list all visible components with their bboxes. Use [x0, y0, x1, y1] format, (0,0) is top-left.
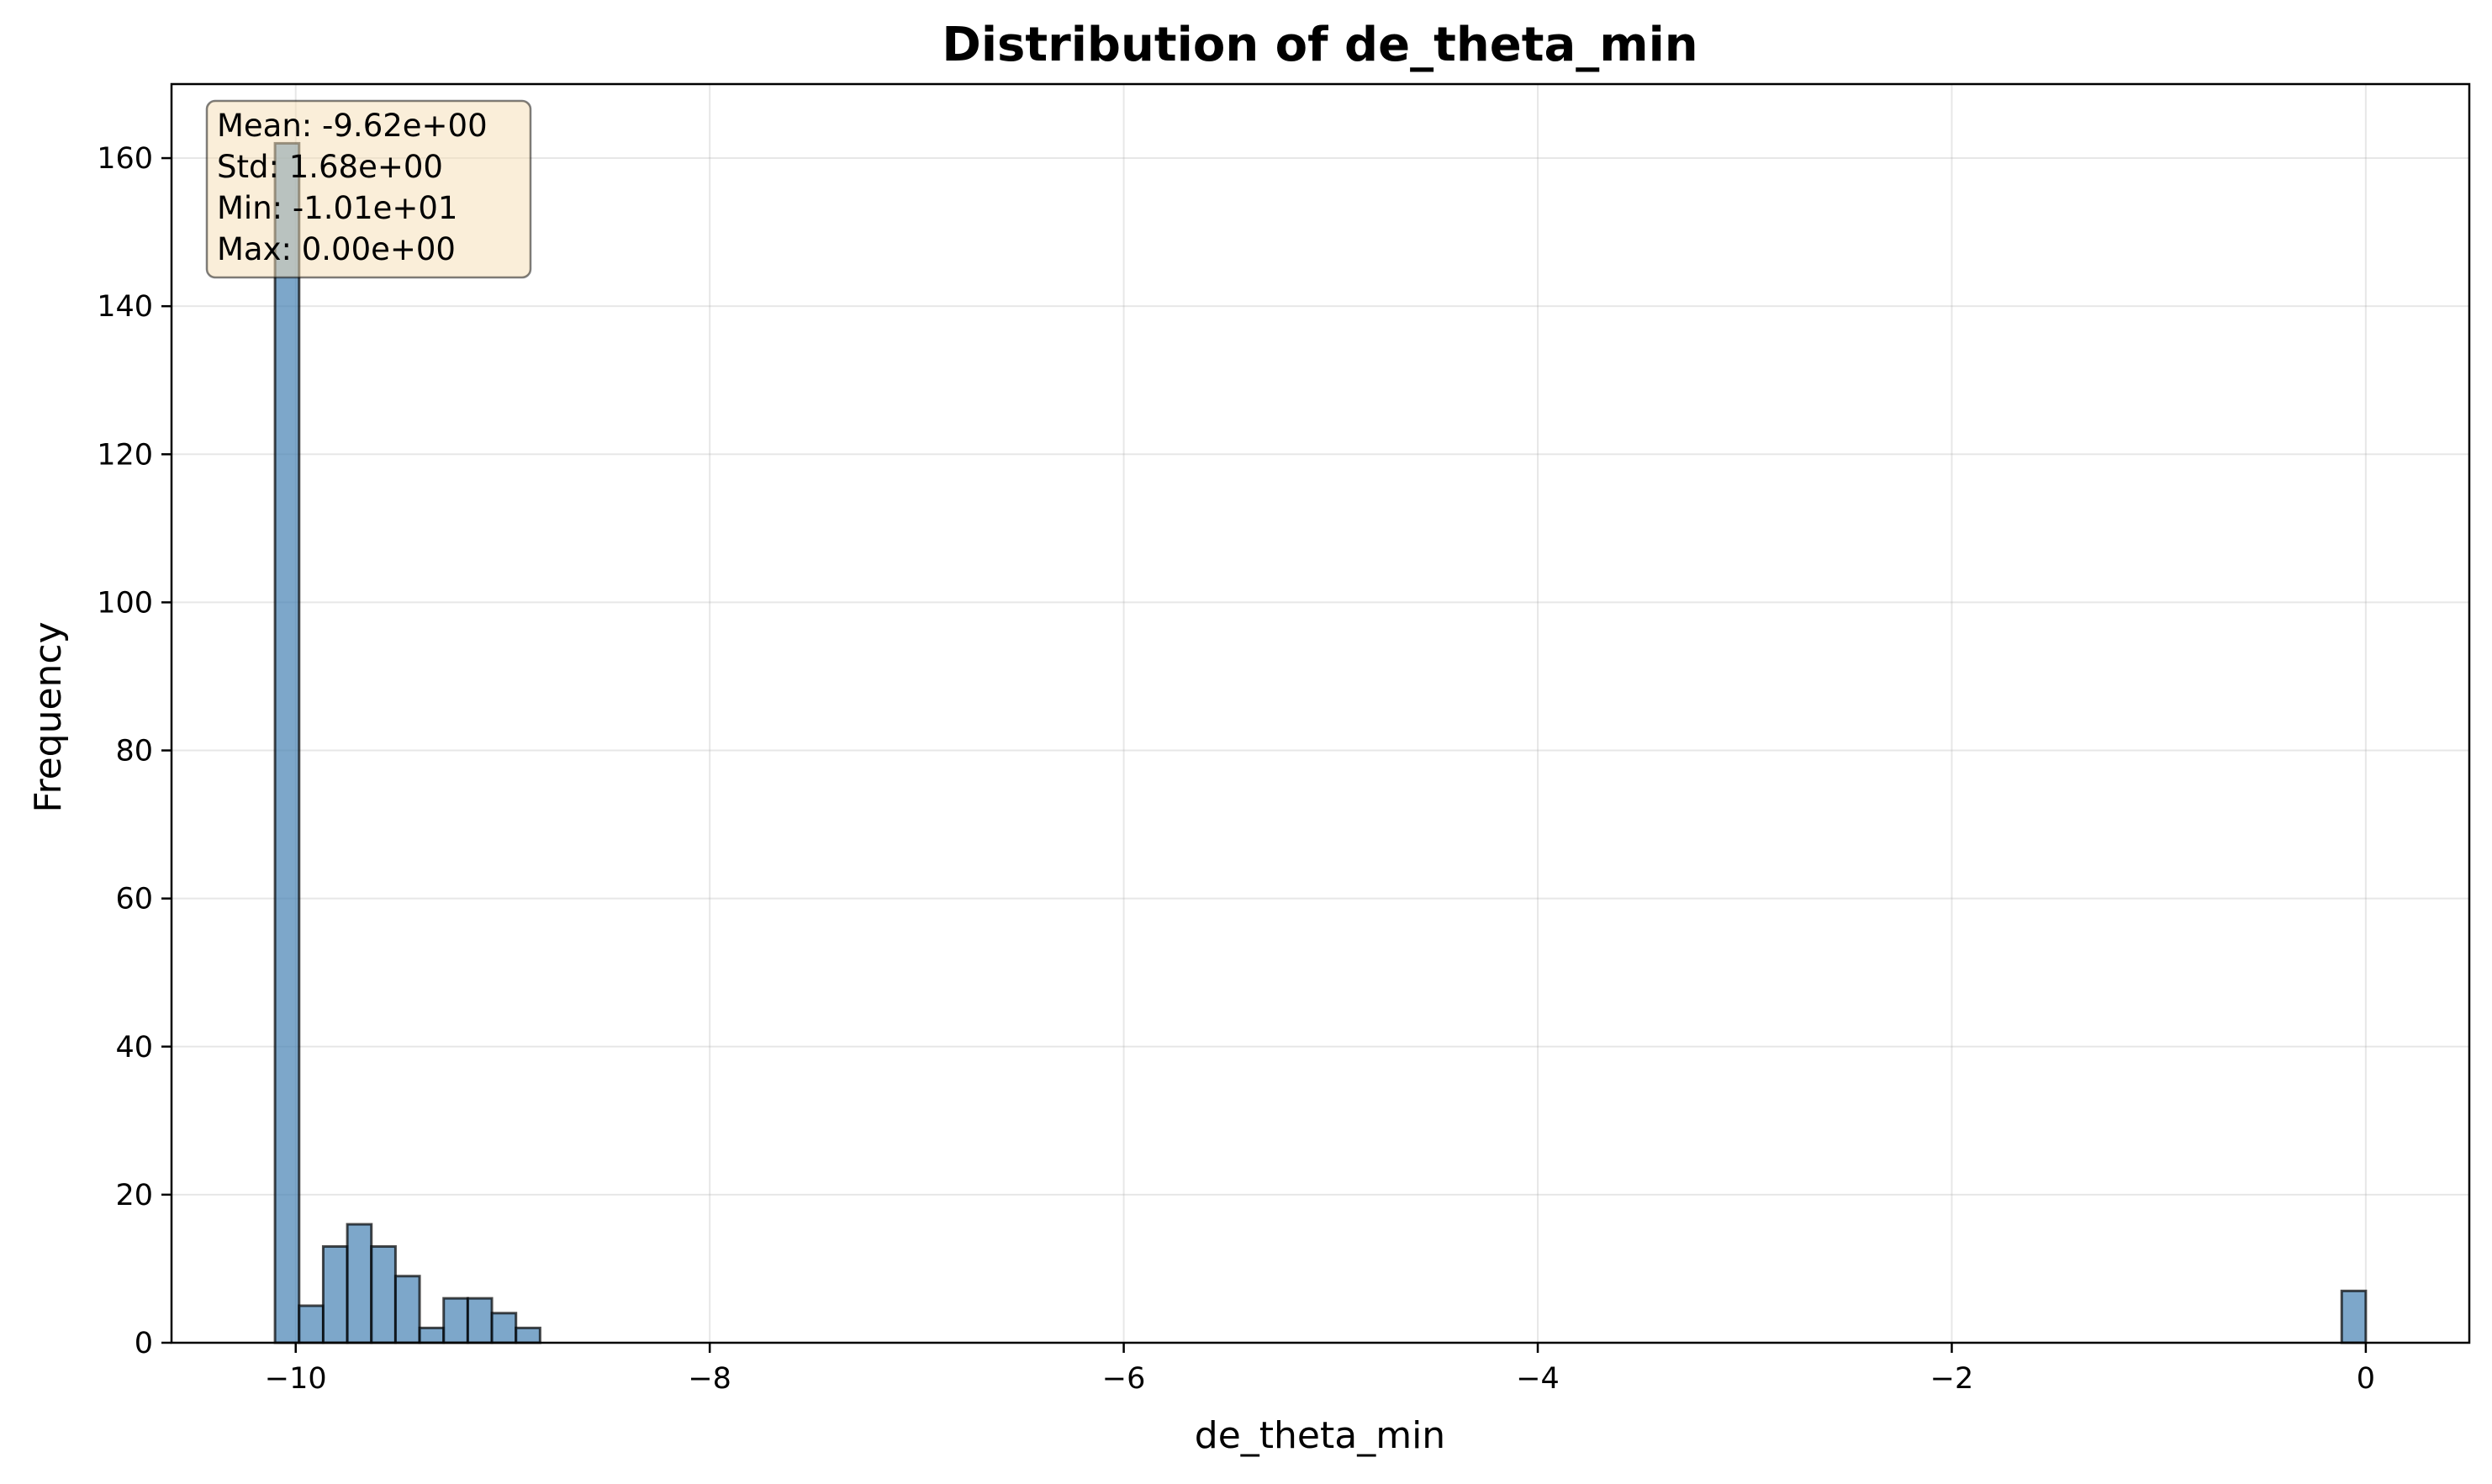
y-tick-label: 20	[115, 1179, 153, 1212]
y-tick-label: 100	[97, 586, 153, 620]
stats-min: Min: -1.01e+01	[217, 190, 457, 226]
histogram-bar	[346, 1223, 373, 1344]
y-tick-label: 40	[115, 1031, 153, 1064]
histogram-bar	[442, 1297, 469, 1344]
plot-frame	[170, 82, 2471, 1344]
stats-box-background	[205, 99, 532, 279]
x-tick-label: −8	[688, 1362, 731, 1396]
x-tick-label: −4	[1516, 1362, 1560, 1396]
bars-layer	[273, 141, 2368, 1344]
y-tick-label: 120	[97, 438, 153, 472]
y-tick-label: 80	[115, 735, 153, 768]
histogram-bar	[466, 1297, 494, 1344]
stats-max: Max: 0.00e+00	[217, 231, 456, 267]
x-tick-label: 0	[2357, 1362, 2375, 1396]
y-tick-label: 0	[135, 1327, 153, 1360]
y-tick-label: 160	[97, 142, 153, 176]
histogram-bar	[2340, 1289, 2368, 1344]
stats-box: Mean: -9.62e+00 Std: 1.68e+00 Min: -1.01…	[205, 99, 532, 279]
histogram-bar	[393, 1275, 421, 1344]
histogram-bar	[418, 1326, 446, 1344]
ticks-layer: −10 −8 −6 −4 −2 0 0 20 40 60 80 100 120 140 160	[97, 142, 2375, 1396]
y-tick-label: 60	[115, 883, 153, 916]
x-axis-label: de_theta_min	[1195, 1414, 1445, 1457]
x-tick-label: −10	[265, 1362, 327, 1396]
histogram-bar	[515, 1326, 541, 1344]
x-tick-label: −6	[1102, 1362, 1146, 1396]
y-tick-label: 140	[97, 290, 153, 324]
histogram-bar	[490, 1312, 518, 1344]
histogram-bar	[298, 1304, 325, 1344]
histogram-bar	[370, 1245, 397, 1344]
stats-std: Std: 1.68e+00	[217, 149, 443, 185]
histogram-bar	[273, 141, 301, 1344]
stats-mean: Mean: -9.62e+00	[217, 108, 488, 144]
y-axis-label: Frequency	[27, 621, 70, 812]
grid-layer	[172, 84, 2469, 1344]
chart-title: Distribution of de_theta_min	[942, 18, 1697, 72]
x-tick-label: −2	[1930, 1362, 1974, 1396]
histogram-bar	[321, 1245, 349, 1344]
